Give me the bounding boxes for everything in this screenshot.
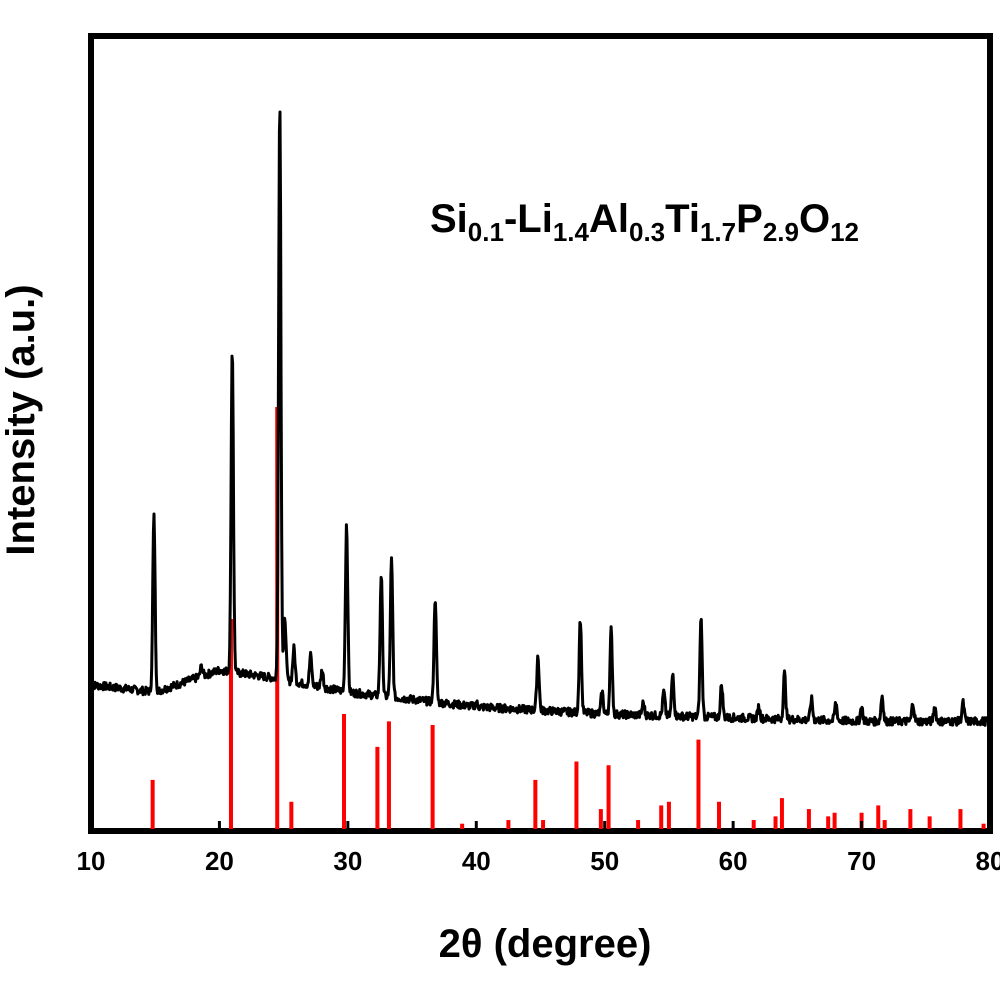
measured-xrd-trace <box>90 110 992 727</box>
x-tick-label-30: 30 <box>333 846 362 876</box>
formula-element-0: Si <box>430 197 468 241</box>
x-tick-label-60: 60 <box>719 846 748 876</box>
x-tick-label-20: 20 <box>205 846 234 876</box>
x-axis-title: 2θ (degree) <box>439 922 652 966</box>
x-tick-label-80: 80 <box>976 846 1000 876</box>
y-axis-title: Intensity (a.u.) <box>0 284 43 555</box>
formula-element-5: O <box>799 197 830 241</box>
x-axis-ticks: 10 20 30 40 50 60 70 80 <box>77 821 1000 876</box>
composition-label: Si0.1-Li1.4Al0.3Ti1.7P2.9O12 <box>430 197 859 247</box>
formula-subscript-2: 0.3 <box>629 217 665 247</box>
plot-frame <box>88 33 993 834</box>
formula-subscript-5: 12 <box>830 217 859 247</box>
formula-element-1: -Li <box>504 197 553 241</box>
x-tick-label-50: 50 <box>590 846 619 876</box>
formula-element-3: Ti <box>665 197 700 241</box>
formula-subscript-0: 0.1 <box>468 217 504 247</box>
x-tick-label-40: 40 <box>462 846 491 876</box>
formula-subscript-4: 2.9 <box>763 217 799 247</box>
formula-element-4: P <box>736 197 763 241</box>
x-tick-label-10: 10 <box>77 846 106 876</box>
formula-subscript-1: 1.4 <box>553 217 590 247</box>
x-tick-label-70: 70 <box>847 846 876 876</box>
formula-subscript-3: 1.7 <box>700 217 736 247</box>
formula-element-2: Al <box>589 197 629 241</box>
